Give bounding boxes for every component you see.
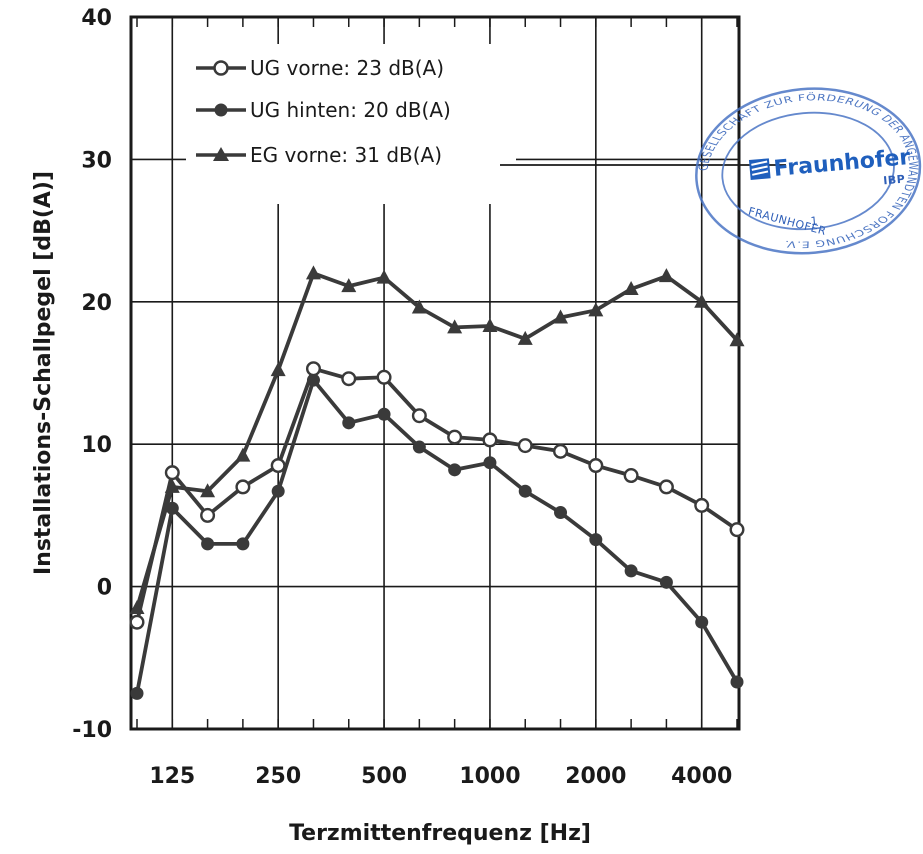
legend-label-ug-hinten: UG hinten: 20 dB(A) (250, 98, 451, 122)
data-point (553, 309, 569, 324)
data-point (130, 686, 144, 700)
data-point (411, 408, 427, 424)
fraunhofer-stamp: GESELLSCHAFT ZUR FÖRDERUNG DER ANGEWANDT… (690, 83, 923, 259)
data-point (588, 302, 604, 317)
legend: UG vorne: 23 dB(A) UG hinten: 20 dB(A) E… (186, 44, 516, 204)
data-point (377, 407, 391, 421)
x-tick-label: 1000 (459, 764, 520, 789)
data-point (588, 458, 604, 474)
y-tick-label: 30 (81, 148, 112, 173)
x-tick-label: 4000 (671, 764, 732, 789)
plot-frame (129, 15, 741, 731)
data-point (271, 484, 285, 498)
data-point (341, 278, 357, 293)
data-point (200, 483, 216, 498)
data-point (201, 537, 215, 551)
data-point (200, 507, 216, 523)
data-point (235, 479, 251, 495)
x-tick-label: 500 (361, 764, 407, 789)
data-point (236, 537, 250, 551)
data-point (623, 468, 639, 484)
legend-entry-ug-vorne: UG vorne: 23 dB(A) (196, 56, 444, 80)
legend-label-ug-vorne: UG vorne: 23 dB(A) (250, 56, 444, 80)
x-tick-label: 125 (149, 764, 195, 789)
data-series (129, 265, 745, 700)
stamp-unit: IBP (883, 173, 906, 188)
data-point (235, 447, 251, 462)
x-tick-label: 2000 (565, 764, 626, 789)
data-point (589, 533, 603, 547)
data-point (694, 497, 710, 513)
y-tick-label: 40 (81, 6, 112, 31)
data-point (658, 268, 674, 283)
data-point (341, 371, 357, 387)
data-point (305, 361, 321, 377)
legend-filled-circle-marker (214, 103, 228, 117)
series-filled-circle (130, 373, 744, 700)
data-point (411, 299, 427, 314)
data-point (623, 280, 639, 295)
data-point (482, 432, 498, 448)
data-point (553, 443, 569, 459)
data-point (270, 362, 286, 377)
data-point (730, 675, 744, 689)
stamp-number: 1 (810, 214, 819, 228)
x-tick-labels: 125 250 500 1000 2000 4000 (149, 764, 732, 789)
data-point (448, 463, 462, 477)
y-tick-label: -10 (72, 718, 112, 743)
series-line (135, 271, 739, 609)
data-point (129, 614, 145, 630)
y-tick-label: 0 (97, 576, 112, 601)
data-point (412, 440, 426, 454)
data-point (342, 416, 356, 430)
data-point (447, 319, 463, 334)
legend-open-circle-marker (213, 60, 229, 76)
data-point (447, 429, 463, 445)
data-point (483, 456, 497, 470)
data-point (517, 438, 533, 454)
series-line (135, 366, 739, 623)
legend-entry-ug-hinten: UG hinten: 20 dB(A) (196, 98, 451, 122)
data-point (658, 479, 674, 495)
data-point (729, 522, 745, 538)
data-point (729, 332, 745, 347)
y-tick-label: 10 (81, 433, 112, 458)
data-point (482, 318, 498, 333)
data-point (517, 330, 533, 345)
data-point (695, 615, 709, 629)
y-tick-label: 20 (81, 291, 112, 316)
fraunhofer-logo-icon (748, 158, 771, 180)
legend-triangle-marker (213, 147, 229, 161)
legend-background (186, 44, 516, 204)
data-point (694, 293, 710, 308)
y-axis-title: Installations-Schallpegel [dB(A)] (31, 171, 56, 575)
data-point (624, 564, 638, 578)
data-point (376, 369, 392, 385)
y-tick-labels: -10 0 10 20 30 40 (72, 6, 112, 743)
data-point (164, 465, 180, 481)
data-point (518, 484, 532, 498)
data-point (554, 506, 568, 520)
data-point (305, 265, 321, 280)
data-point (165, 501, 179, 515)
legend-entry-eg-vorne: EG vorne: 31 dB(A) (196, 143, 442, 167)
x-tick-label: 250 (255, 764, 301, 789)
series-filled-triangle (129, 265, 745, 614)
data-point (376, 269, 392, 284)
legend-label-eg-vorne: EG vorne: 31 dB(A) (250, 143, 442, 167)
x-axis-title: Terzmittenfrequenz [Hz] (289, 821, 591, 846)
data-point (270, 458, 286, 474)
data-point (659, 575, 673, 589)
stamp-outer-ring (695, 87, 922, 255)
series-open-circle (129, 361, 745, 630)
